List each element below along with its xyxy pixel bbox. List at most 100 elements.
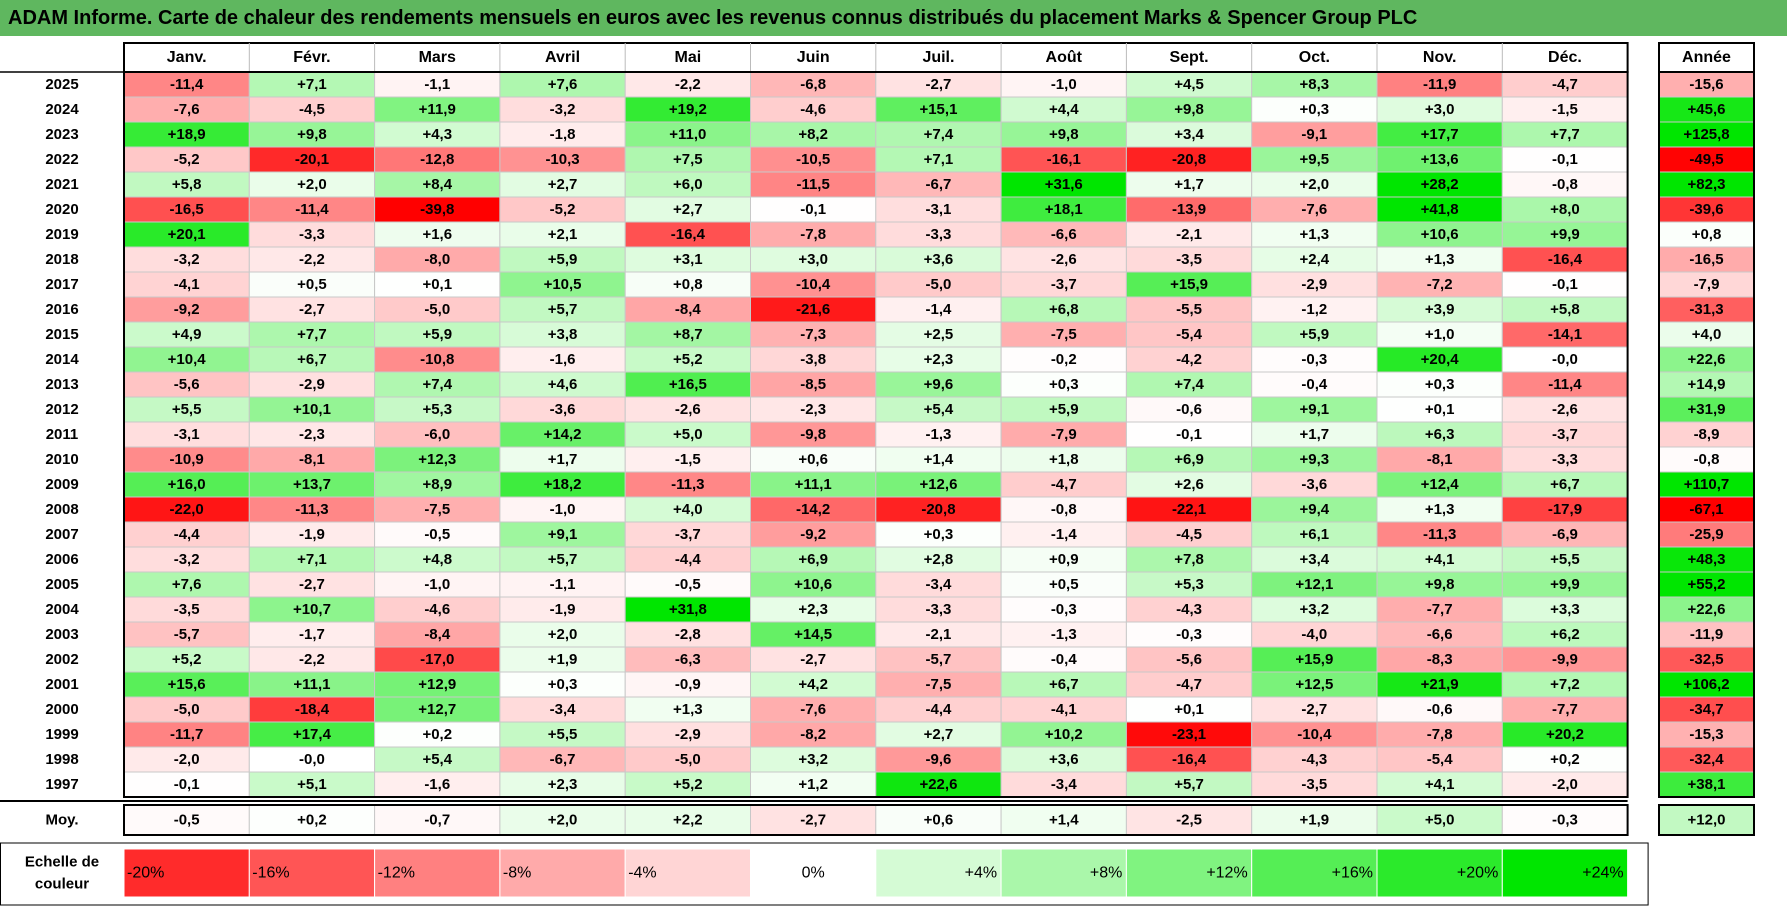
heatmap-cell: [374, 346, 501, 373]
heatmap-cell: [1501, 321, 1629, 348]
annual-value: -15,3: [1689, 726, 1723, 743]
heatmap-cell: [1376, 496, 1503, 523]
heatmap-cell: [1501, 221, 1629, 248]
scale-label: couleur: [35, 876, 89, 893]
cell-value: +7,4: [422, 376, 452, 393]
cell-value: +2,0: [548, 626, 578, 643]
heatmap-cell: [374, 421, 501, 448]
heatmap-cell: [1376, 346, 1503, 373]
heatmap-cell: [1000, 671, 1127, 698]
cell-value: -7,6: [800, 701, 826, 718]
cell-value: +14,2: [544, 426, 582, 443]
heatmap-cell: [1376, 246, 1503, 273]
heatmap-cell: [1125, 146, 1253, 173]
cell-value: -3,4: [1051, 776, 1078, 793]
cell-value: -6,8: [800, 76, 826, 93]
cell-value: -0,6: [1176, 401, 1202, 418]
heatmap-cell: [499, 171, 626, 198]
heatmap-cell: [499, 471, 626, 498]
average-cell: [374, 804, 501, 836]
cell-value: -8,4: [675, 301, 702, 318]
heatmap-cell: [499, 96, 626, 123]
cell-value: +6,8: [1049, 301, 1079, 318]
heatmap-cell: [1251, 421, 1378, 448]
heatmap-cell: [374, 371, 501, 398]
cell-value: -2,7: [1301, 701, 1327, 718]
heatmap-cell: [499, 271, 626, 298]
cell-value: +6,9: [798, 551, 828, 568]
cell-value: -9,8: [800, 426, 826, 443]
cell-value: +10,1: [293, 401, 331, 418]
cell-value: -14,1: [1548, 326, 1582, 343]
cell-value: -3,6: [1301, 476, 1327, 493]
average-value: +0,2: [297, 812, 327, 829]
cell-value: +9,8: [297, 126, 327, 143]
heatmap-cell: [1125, 571, 1253, 598]
cell-value: -0,1: [174, 776, 200, 793]
cell-value: -5,0: [675, 751, 701, 768]
cell-value: +17,7: [1421, 126, 1459, 143]
scale-value: +24%: [1582, 865, 1623, 882]
heatmap-cell: [875, 446, 1002, 473]
cell-value: +15,1: [919, 101, 957, 118]
cell-value: -16,5: [170, 201, 204, 218]
average-value: -2,7: [800, 812, 826, 829]
cell-value: +5,9: [1049, 401, 1079, 418]
heatmap-cell: [248, 371, 376, 398]
cell-value: -2,6: [675, 401, 701, 418]
cell-value: -6,7: [550, 751, 576, 768]
heatmap-cell: [1251, 671, 1378, 698]
heatmap-cell: [1376, 521, 1503, 548]
heatmap-cell: [1125, 621, 1253, 648]
heatmap-cell: [1501, 171, 1629, 198]
heatmap-cell: [750, 646, 877, 673]
heatmap-cell: [1376, 771, 1503, 798]
cell-value: +4,1: [1425, 551, 1455, 568]
cell-value: -1,7: [299, 626, 325, 643]
cell-value: -1,0: [550, 501, 576, 518]
cell-value: +16,5: [669, 376, 707, 393]
cell-value: -9,6: [926, 751, 952, 768]
average-annual-value: +12,0: [1688, 812, 1726, 829]
heatmap-cell: [374, 746, 501, 773]
annual-value: -7,9: [1694, 276, 1720, 293]
heatmap-cell: [1125, 121, 1253, 148]
cell-value: -16,4: [1172, 751, 1207, 768]
heatmap-cell: [750, 446, 877, 473]
annual-value: +22,6: [1688, 601, 1726, 618]
cell-value: -8,0: [424, 251, 450, 268]
heatmap-cell: [750, 346, 877, 373]
annual-cell: [1658, 721, 1755, 748]
cell-value: -1,6: [550, 351, 576, 368]
cell-value: +3,6: [924, 251, 954, 268]
cell-value: -2,7: [800, 651, 826, 668]
heatmap-cell: [875, 696, 1002, 723]
cell-value: -8,2: [800, 726, 826, 743]
heatmap-cell: [1125, 71, 1253, 98]
cell-value: -16,1: [1047, 151, 1081, 168]
cell-value: -2,0: [174, 751, 200, 768]
heatmap-cell: [248, 321, 376, 348]
cell-value: -11,3: [295, 501, 328, 518]
scale-swatch: [1376, 848, 1503, 898]
annual-value: -32,4: [1689, 751, 1724, 768]
heatmap-cell: [875, 246, 1002, 273]
year-label: 2004: [45, 601, 79, 618]
cell-value: +7,1: [297, 76, 327, 93]
cell-value: -7,5: [926, 676, 952, 693]
cell-value: +5,5: [548, 726, 578, 743]
heatmap-cell: [1251, 271, 1378, 298]
cell-value: -3,2: [174, 251, 200, 268]
cell-value: -0,4: [1051, 651, 1078, 668]
cell-value: -5,7: [174, 626, 200, 643]
year-label: 1997: [45, 776, 78, 793]
annual-frame: [1658, 71, 1755, 798]
cell-value: +5,5: [1550, 551, 1580, 568]
cell-value: +9,3: [1300, 451, 1330, 468]
annual-header: Année: [1682, 49, 1731, 66]
month-header: Janv.: [167, 49, 207, 66]
cell-value: -3,5: [1176, 251, 1202, 268]
cell-value: +5,1: [297, 776, 327, 793]
cell-value: -0,8: [1051, 501, 1077, 518]
cell-value: -3,7: [675, 526, 701, 543]
